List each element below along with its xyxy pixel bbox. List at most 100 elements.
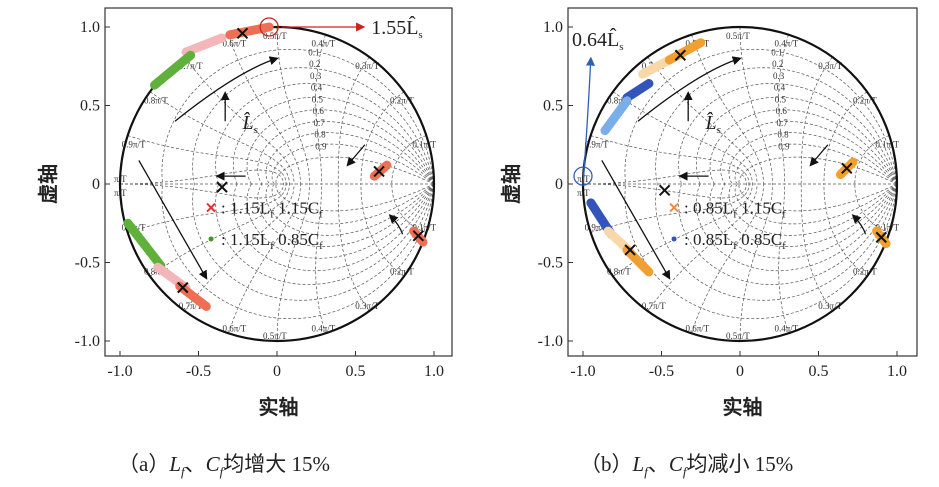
damping-line xyxy=(728,132,898,185)
damping-label: 0.4 xyxy=(311,83,323,93)
frequency-line xyxy=(612,183,754,277)
damping-label: 0.8 xyxy=(314,130,326,140)
x-tick-label: 0.5 xyxy=(809,363,829,380)
y-tick-label: 1.0 xyxy=(543,19,563,36)
damping-line xyxy=(161,183,435,320)
frequency-label: 0.7π/T xyxy=(179,61,203,71)
caption-part: C xyxy=(205,452,220,476)
caption-part: （b） xyxy=(580,452,633,476)
damping-label: 0.5 xyxy=(775,94,787,104)
unit-circle xyxy=(118,25,436,343)
damping-label: 0.7 xyxy=(776,118,788,128)
frequency-line xyxy=(119,183,285,199)
locus-segment xyxy=(638,55,674,79)
y-tick-label: 0 xyxy=(92,176,100,193)
damping-line xyxy=(734,143,898,185)
frequency-label: 0.2π/T xyxy=(853,96,877,106)
x-tick-label: -1.0 xyxy=(570,363,595,380)
caption-part: f xyxy=(219,464,224,480)
annotation-ls: L̂s xyxy=(704,111,720,136)
frequency-line xyxy=(590,135,750,185)
y-axis-label: 虚轴 xyxy=(499,164,523,204)
damping-line xyxy=(192,67,435,185)
direction-arrow xyxy=(174,56,279,122)
damping-label: 0.1 xyxy=(771,47,782,57)
frequency-label: 0.6π/T xyxy=(222,323,246,333)
frequency-line xyxy=(778,183,789,334)
frequency-label: 0.6π/T xyxy=(685,323,709,333)
damping-label: 0.2 xyxy=(309,59,320,69)
frequency-line xyxy=(612,91,754,185)
frequency-line xyxy=(315,183,326,334)
frequency-label: 0.4π/T xyxy=(775,39,799,49)
pole-marker xyxy=(624,244,636,256)
frequency-label: 0.3π/T xyxy=(355,301,379,311)
locus-segment xyxy=(622,245,654,277)
frequency-label: 0.8π/T xyxy=(607,96,631,106)
caption-part: L xyxy=(632,452,645,476)
damping-line xyxy=(695,96,898,185)
y-tick-label: -1.0 xyxy=(75,333,100,350)
pole-marker xyxy=(841,162,853,175)
y-tick-label: 0.5 xyxy=(80,98,100,115)
damping-line xyxy=(720,183,898,247)
y-tick-label: -1.0 xyxy=(538,333,563,350)
frequency-line xyxy=(360,183,405,277)
x-tick-label: 1.0 xyxy=(887,363,907,380)
annotation-label: 1.55L̂s xyxy=(371,15,423,41)
frequency-label: 0.5π/T xyxy=(726,31,750,41)
annotation-ls: L̂s xyxy=(241,111,257,136)
damping-line xyxy=(257,121,435,185)
x-tick-label: 0 xyxy=(273,363,281,380)
damping-label: 0.6 xyxy=(776,106,788,116)
locus-segment xyxy=(600,96,632,136)
legend-marker-dot xyxy=(208,236,214,242)
frequency-line xyxy=(823,91,868,185)
direction-arrow xyxy=(809,144,829,167)
frequency-label: 0.5π/T xyxy=(726,331,750,341)
subplot-b: 0.10.20.30.40.50.60.70.80.9 0.1π/T0.1π/T0… xyxy=(499,7,918,419)
caption-part: f xyxy=(181,464,185,480)
frequency-label: 0.7π/T xyxy=(642,301,666,311)
grid xyxy=(119,26,435,342)
caption-part: L xyxy=(169,452,182,476)
legend-marker-x xyxy=(206,202,216,213)
frequency-line xyxy=(337,56,370,185)
pole-marker xyxy=(658,184,671,196)
y-tick-label: -0.5 xyxy=(538,255,563,272)
damping-line xyxy=(709,109,898,185)
caption-part: 、 xyxy=(647,452,669,476)
highlight-circle xyxy=(259,17,279,37)
damping-line xyxy=(271,143,435,185)
frequency-line xyxy=(800,183,833,312)
frequency-label: 0.2π/T xyxy=(390,96,414,106)
damping-label: 0.8 xyxy=(777,130,789,140)
locus-segment xyxy=(225,22,274,40)
damping-line xyxy=(695,183,898,272)
legend-marker-dot xyxy=(671,236,677,242)
legend-label: : 1.15Lf 1.15Cf xyxy=(221,199,323,221)
damping-line xyxy=(624,183,898,320)
damping-line xyxy=(246,183,435,259)
caption-part: （a） xyxy=(118,452,170,476)
frequency-label: 0.3π/T xyxy=(355,61,379,71)
x-tick-label: 0.5 xyxy=(346,363,366,380)
damping-line xyxy=(709,183,898,259)
damping-label: 0.9 xyxy=(778,141,790,151)
frequency-line xyxy=(149,91,291,185)
damping-label: 0.5 xyxy=(312,94,324,104)
damping-line xyxy=(655,183,898,301)
frequency-line xyxy=(228,183,302,334)
frequency-line xyxy=(739,26,773,185)
direction-arrow xyxy=(138,160,208,280)
frequency-line xyxy=(276,183,310,342)
frequency-label: 0.1π/T xyxy=(875,223,899,233)
frequency-line xyxy=(149,183,291,277)
damping-line xyxy=(246,109,435,185)
damping-line xyxy=(271,183,435,225)
frequency-line xyxy=(582,183,748,199)
frequency-line xyxy=(127,135,287,185)
frequency-label: 0.9π/T xyxy=(122,139,146,149)
frequency-line xyxy=(823,183,868,277)
